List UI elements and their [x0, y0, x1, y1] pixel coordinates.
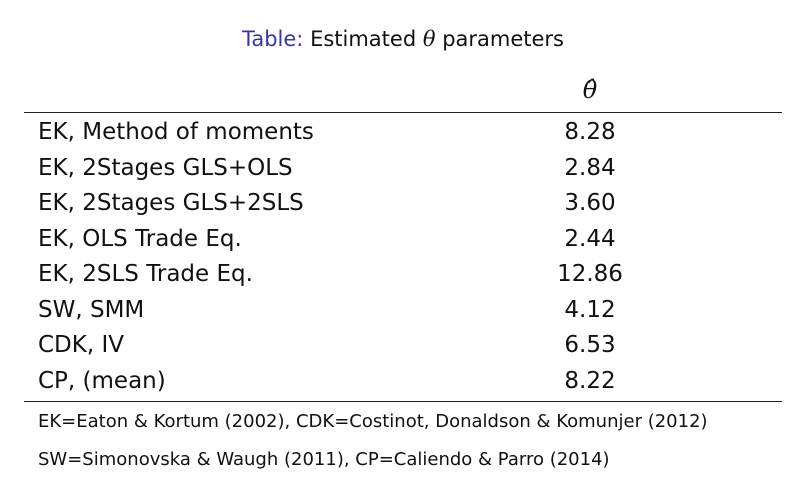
table-row: EK, 2Stages GLS+OLS 2.84 [24, 151, 782, 187]
table-row: SW, SMM 4.12 [24, 293, 782, 329]
abbreviation-note-2: SW=Simonovska & Waugh (2011), CP=Caliend… [38, 449, 610, 470]
theta-hat-column-header: θ̂ [582, 76, 598, 104]
row-name: EK, OLS Trade Eq. [38, 225, 242, 252]
table-row: EK, 2SLS Trade Eq. 12.86 [24, 257, 782, 293]
table-row: EK, Method of moments 8.28 [24, 115, 782, 151]
row-name: EK, 2Stages GLS+2SLS [38, 190, 304, 216]
caption-text-after: parameters [442, 27, 564, 51]
row-value: 8.28 [564, 119, 616, 145]
row-name: EK, 2SLS Trade Eq. [38, 261, 253, 287]
row-value: 12.86 [557, 261, 623, 287]
table-caption: Table: Estimated θ parameters [0, 24, 806, 54]
row-name: EK, Method of moments [38, 119, 314, 145]
row-value: 2.44 [564, 225, 616, 252]
row-value: 2.84 [564, 154, 616, 181]
row-name: CDK, IV [38, 332, 124, 358]
table-row: EK, 2Stages GLS+2SLS 3.60 [24, 186, 782, 222]
table-row: EK, OLS Trade Eq. 2.44 [24, 222, 782, 258]
caption-theta-symbol: θ [422, 27, 436, 51]
row-name: CP, (mean) [38, 367, 166, 394]
row-value: 4.12 [564, 296, 616, 323]
row-name: EK, 2Stages GLS+OLS [38, 154, 293, 181]
row-value: 6.53 [564, 332, 616, 358]
abbreviation-note-1: EK=Eaton & Kortum (2002), CDK=Costinot, … [38, 411, 708, 432]
parameters-table: θ̂ EK, Method of moments 8.28 EK, 2Stage… [24, 68, 782, 402]
row-value: 3.60 [564, 190, 616, 216]
table-row: CDK, IV 6.53 [24, 328, 782, 364]
caption-text-before: Estimated [310, 27, 417, 51]
table-row: CP, (mean) 8.22 [24, 364, 782, 400]
table-header-row: θ̂ [24, 68, 782, 113]
row-name: SW, SMM [38, 296, 145, 323]
caption-label: Table: [241, 27, 304, 51]
row-value: 8.22 [564, 367, 616, 394]
table-body: EK, Method of moments 8.28 EK, 2Stages G… [24, 113, 782, 402]
